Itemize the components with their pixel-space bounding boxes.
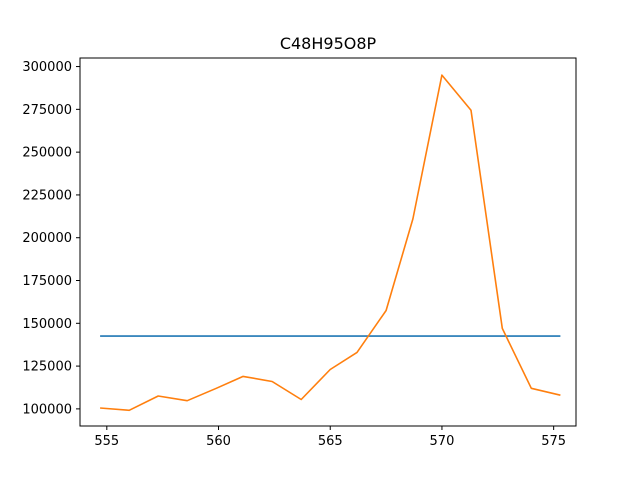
y-tick-label: 300000 bbox=[22, 60, 72, 75]
series-layer bbox=[100, 74, 561, 412]
y-tick-label: 175000 bbox=[22, 274, 72, 289]
y-tick-label: 250000 bbox=[22, 146, 72, 161]
x-tick-label: 570 bbox=[430, 434, 455, 449]
series-line-1 bbox=[100, 74, 561, 412]
x-tick-label: 560 bbox=[206, 434, 231, 449]
axes-layer: 555 560 565 570 575 100000 125000 150000 175000 2… bbox=[22, 57, 577, 449]
x-tick-label: 565 bbox=[318, 434, 343, 449]
y-tick-label: 150000 bbox=[22, 317, 72, 332]
x-tick-label: 555 bbox=[94, 434, 119, 449]
y-tick-label: 225000 bbox=[22, 188, 72, 203]
y-tick-label: 100000 bbox=[22, 402, 72, 417]
y-tick-label: 275000 bbox=[22, 103, 72, 118]
chart-title: C48H95O8P bbox=[280, 34, 377, 53]
x-tick-label: 575 bbox=[541, 434, 566, 449]
plot-frame bbox=[79, 57, 577, 427]
y-tick-label: 125000 bbox=[22, 360, 72, 375]
y-tick-label: 200000 bbox=[22, 231, 72, 246]
